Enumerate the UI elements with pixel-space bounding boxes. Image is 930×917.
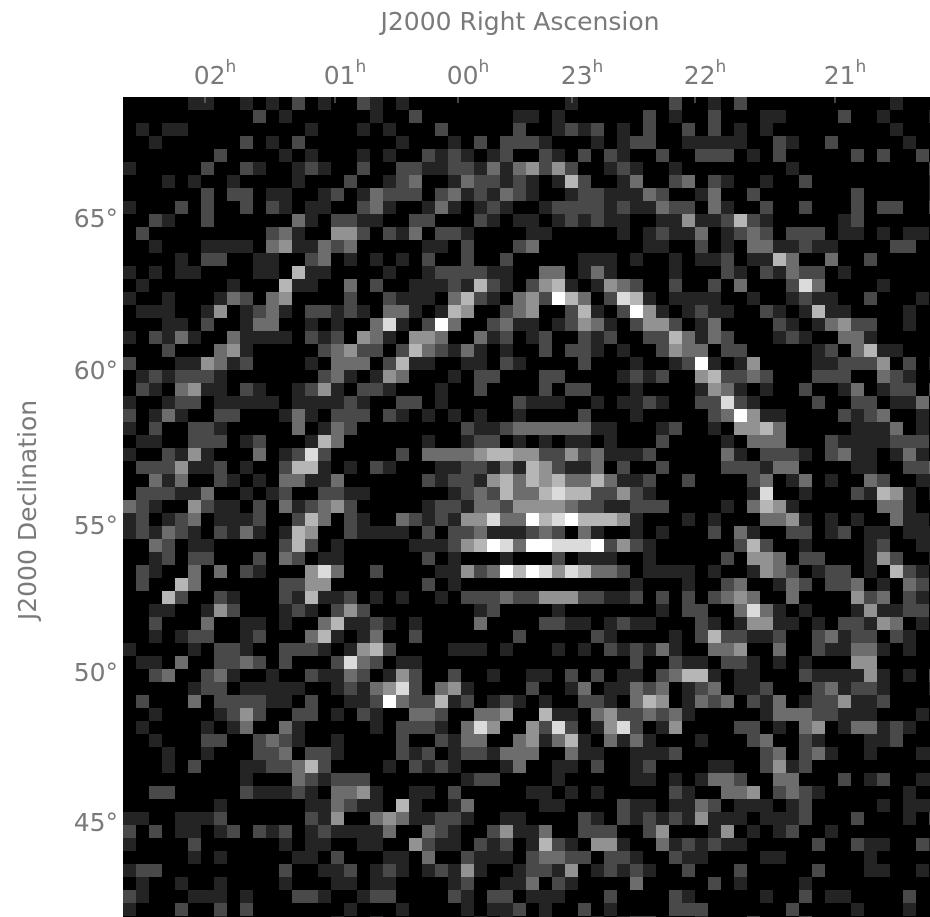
x-tick-label: 01h xyxy=(324,57,367,90)
x-tick-label: 02h xyxy=(194,57,237,90)
y-tick-label: 60° xyxy=(74,356,118,385)
y-tick-label: 55° xyxy=(74,511,118,540)
y-tick-label: 65° xyxy=(74,204,118,233)
y-tick-label: 45° xyxy=(74,808,118,837)
x-tick-label: 21h xyxy=(824,57,867,90)
x-tick-label: 22h xyxy=(684,57,727,90)
x-tick-label: 00h xyxy=(447,57,490,90)
y-axis-title: J2000 Declination xyxy=(13,400,42,622)
page: J2000 Right Ascension J2000 Declination … xyxy=(0,0,930,917)
x-axis-title: J2000 Right Ascension xyxy=(379,7,660,36)
y-tick-label: 50° xyxy=(74,658,118,687)
x-tick-label: 23h xyxy=(561,57,604,90)
figure: J2000 Right Ascension J2000 Declination … xyxy=(0,0,930,917)
